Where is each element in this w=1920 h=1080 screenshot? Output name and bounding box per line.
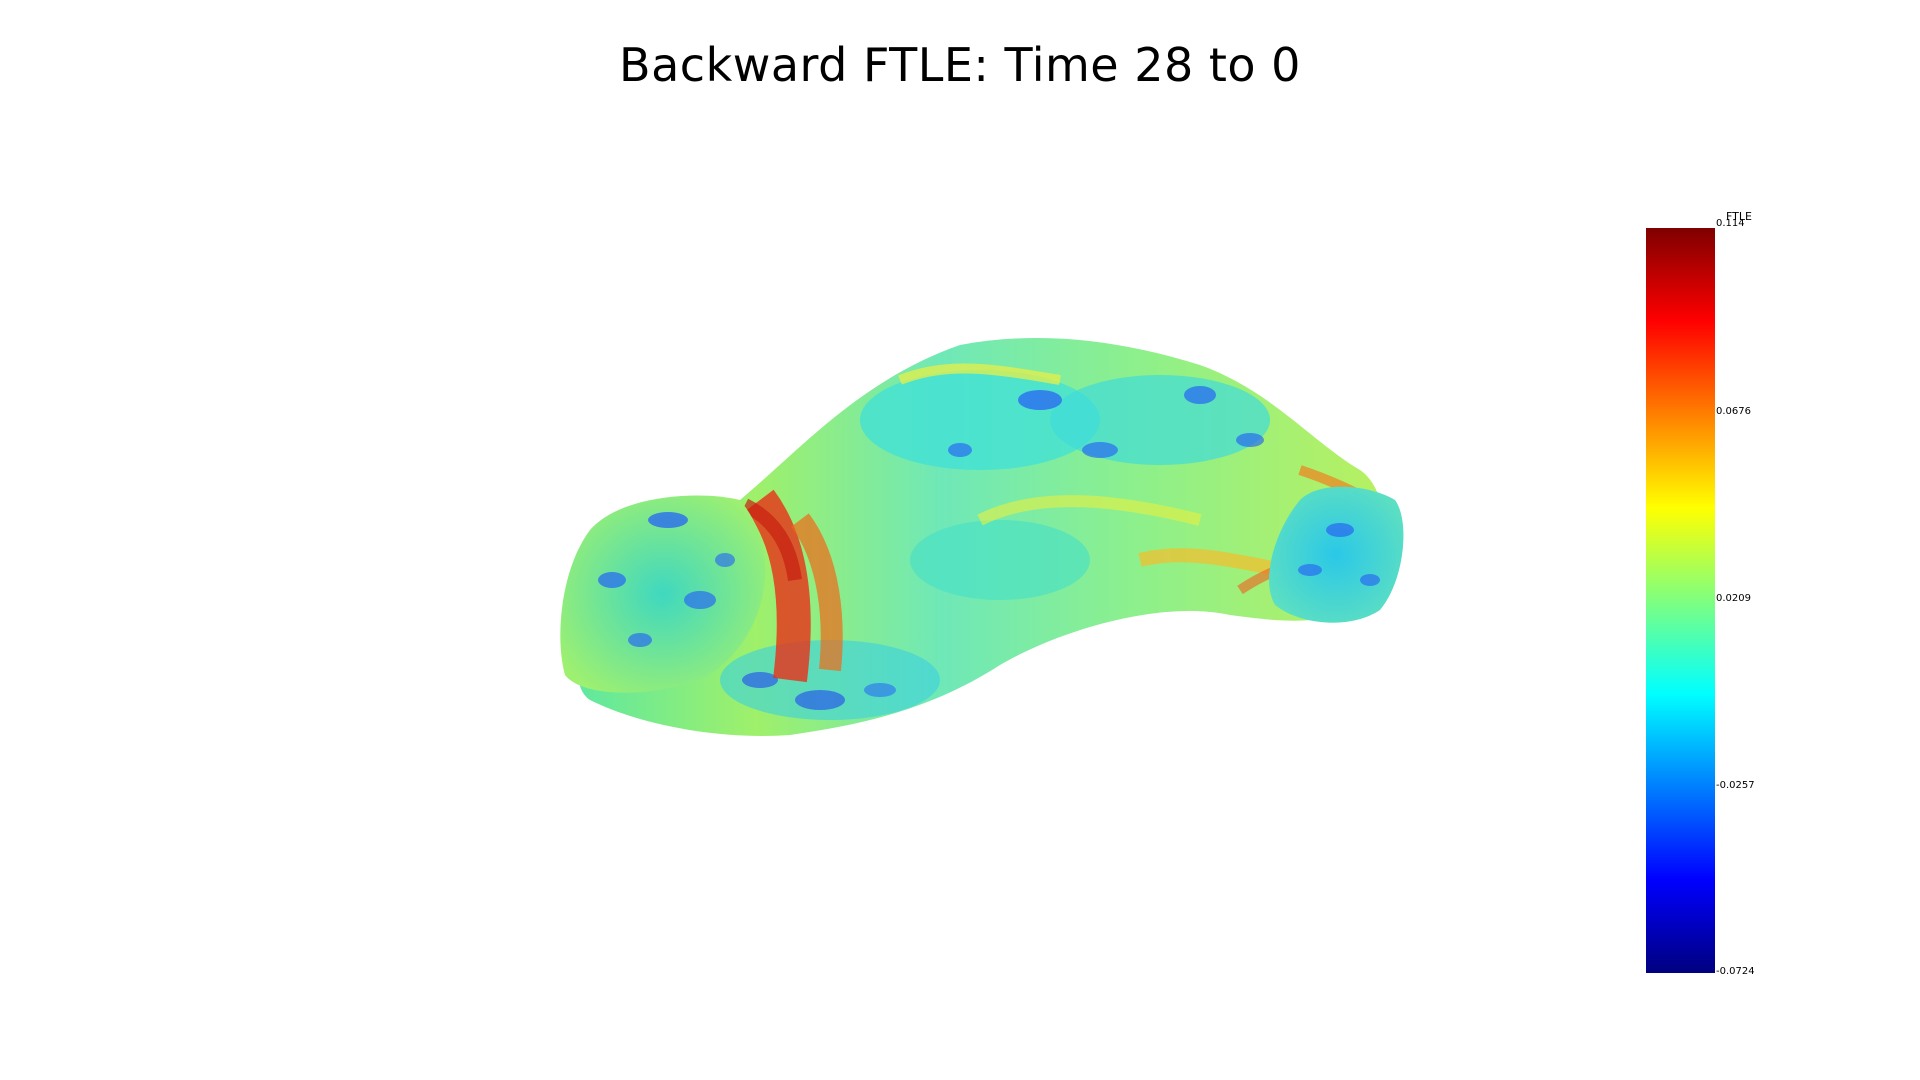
right-outlet: [1269, 486, 1404, 623]
vessel-surface: [578, 337, 1387, 736]
colorbar-tick-3: 0.0209: [1716, 593, 1751, 604]
colorbar-title: FTLE: [1726, 210, 1752, 223]
colorbar-tick-max: 0.114: [1716, 218, 1745, 229]
colorbar-tick-min: -0.0724: [1716, 966, 1755, 977]
left-inlet: [560, 495, 766, 693]
colorbar-tick-4: -0.0257: [1716, 780, 1755, 791]
colorbar-gradient: [1646, 228, 1715, 973]
plot-title: Backward FTLE: Time 28 to 0: [619, 38, 1301, 92]
colorbar-tick-2: 0.0676: [1716, 406, 1751, 417]
